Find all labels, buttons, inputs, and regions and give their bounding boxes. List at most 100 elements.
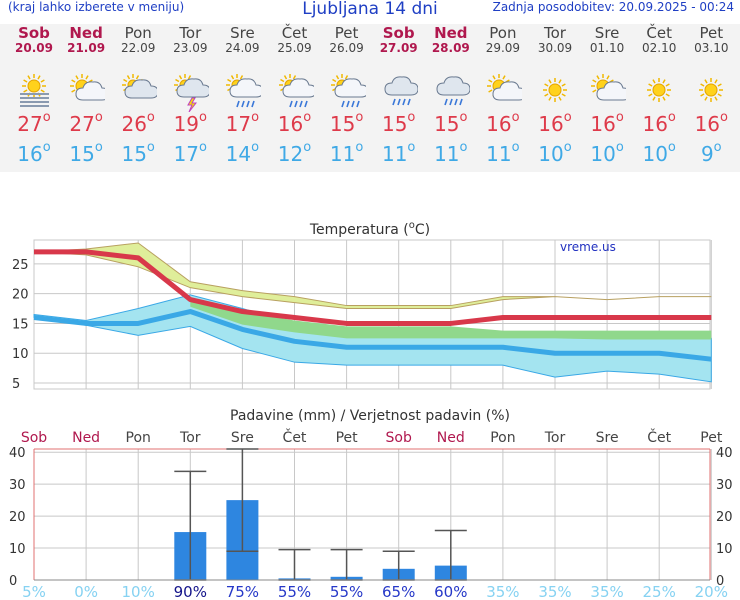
max-temperature: 17o <box>225 110 260 136</box>
precipitation-chart-title: Padavine (mm) / Verjetnost padavin (%) <box>230 408 510 424</box>
day-column: Pet 03.10 <box>685 24 737 55</box>
precipitation-day-label: Ned <box>72 430 100 446</box>
location-hint[interactable]: (kraj lahko izberete v meniju) <box>8 0 185 14</box>
day-name: Sre <box>230 24 255 42</box>
day-column: Ned 21.09 <box>60 24 112 55</box>
precipitation-probability: 0% <box>74 583 98 600</box>
day-column: Pon 22.09 <box>112 24 164 55</box>
min-temperature: 11o <box>434 140 468 166</box>
precipitation-plot-area <box>34 449 710 580</box>
max-temperature: 26o <box>121 110 155 136</box>
max-temperature: 27o <box>69 110 103 136</box>
precipitation-day-label: Tor <box>179 430 201 446</box>
day-column: Tor 23.09 <box>164 24 216 55</box>
max-temperature: 27o <box>17 110 51 136</box>
precipitation-probability: 65% <box>382 583 415 600</box>
header: (kraj lahko izberete v meniju) Ljubljana… <box>0 0 740 22</box>
last-updated: Zadnja posodobitev: 20.09.2025 - 00:24 <box>492 0 734 14</box>
precipitation-probability: 75% <box>226 583 259 600</box>
day-column: Pet 26.09 <box>321 24 373 55</box>
min-temperature: 11o <box>329 140 364 166</box>
precipitation-probability: 25% <box>643 583 676 600</box>
max-temperature: 16o <box>277 110 312 136</box>
fog-sun-icon <box>17 74 53 116</box>
precipitation-probability: 35% <box>538 583 571 600</box>
day-name: Pet <box>334 24 359 42</box>
max-temperature: 15o <box>381 110 416 136</box>
day-date: 22.09 <box>121 41 156 55</box>
day-name: Sre <box>594 24 620 42</box>
precipitation-day-label: Tor <box>544 430 566 446</box>
precipitation-day-label: Pet <box>336 430 359 446</box>
precipitation-probability: 35% <box>590 583 623 600</box>
min-temperature: 17o <box>173 140 207 166</box>
y-tick-label-left: 10 <box>9 542 26 557</box>
day-name: Ned <box>69 24 103 42</box>
max-temperature: 19o <box>173 110 207 136</box>
day-column: Ned 28.09 <box>425 24 477 55</box>
day-name: Pon <box>489 24 517 42</box>
precipitation-probability: 55% <box>330 583 363 600</box>
precipitation-day-label: Sre <box>231 430 254 446</box>
y-tick-label-left: 20 <box>9 510 26 525</box>
day-column: Tor 30.09 <box>529 24 581 55</box>
day-name: Pon <box>124 24 152 42</box>
temperature-chart-title: Temperatura (oC) <box>309 220 430 238</box>
min-temperature: 15o <box>121 140 155 166</box>
day-date: 29.09 <box>485 41 521 55</box>
min-temperature: 10o <box>642 140 676 166</box>
min-temperature: 10o <box>590 140 624 166</box>
day-name: Pet <box>699 24 724 42</box>
min-temperature: 11o <box>486 140 520 166</box>
day-column: Sob 27.09 <box>373 24 425 55</box>
day-name: Čet <box>646 24 672 42</box>
sun-rain-icon <box>225 74 264 116</box>
day-date: 01.10 <box>589 41 625 55</box>
day-column: Čet 02.10 <box>633 24 685 55</box>
y-tick-label-right: 40 <box>716 446 733 461</box>
max-temperature: 16o <box>486 110 520 136</box>
precipitation-probability: 35% <box>486 583 519 600</box>
min-temperature: 9o <box>700 140 722 166</box>
day-date: 20.09 <box>15 41 53 55</box>
day-column: Sre 24.09 <box>216 24 268 55</box>
min-temperature: 14o <box>225 140 260 166</box>
max-temperature-line <box>34 249 712 326</box>
day-column: Sob 20.09 <box>8 24 60 55</box>
precipitation-probability: 55% <box>278 583 311 600</box>
day-name: Ned <box>434 24 468 42</box>
day-name: Sob <box>18 24 50 42</box>
precipitation-day-label: Ned <box>437 430 465 446</box>
y-tick-label-left: 40 <box>9 446 26 461</box>
partly-cloudy-icon <box>590 74 631 116</box>
max-temperature-band <box>33 242 712 310</box>
day-column: Čet 25.09 <box>269 24 321 55</box>
day-date: 26.09 <box>329 41 364 55</box>
thunderstorm-icon <box>173 74 211 116</box>
daily-forecast-strip: Sob 20.09 27o 16o Ned 21.09 27o 15o Pon 22.09 26o 1… <box>0 24 740 172</box>
y-tick-label: 20 <box>12 288 29 303</box>
partly-cloudy-icon <box>69 74 110 116</box>
max-temperature: 16o <box>590 110 624 136</box>
day-column: Sre 01.10 <box>581 24 633 55</box>
day-name: Tor <box>179 24 202 42</box>
min-temperature: 15o <box>69 140 103 166</box>
precipitation-day-label: Pet <box>700 430 723 446</box>
day-name: Tor <box>544 24 566 42</box>
y-tick-label-right: 20 <box>716 510 733 525</box>
y-tick-label: 25 <box>12 258 29 273</box>
mostly-cloudy-icon <box>121 74 159 116</box>
day-date: 27.09 <box>379 41 418 55</box>
max-temperature: 15o <box>329 110 364 136</box>
precipitation-day-label: Sob <box>386 430 412 446</box>
rain-cloud-icon <box>382 74 419 116</box>
day-column: Pon 29.09 <box>477 24 529 55</box>
precipitation-day-label: Pon <box>490 430 515 446</box>
precipitation-day-label: Sre <box>596 430 619 446</box>
precipitation-day-label: Pon <box>126 430 151 446</box>
precipitation-day-label: Čet <box>283 428 307 446</box>
day-name: Sob <box>382 24 415 42</box>
y-tick-label-left: 0 <box>9 574 17 589</box>
precipitation-day-label: Čet <box>647 428 671 446</box>
